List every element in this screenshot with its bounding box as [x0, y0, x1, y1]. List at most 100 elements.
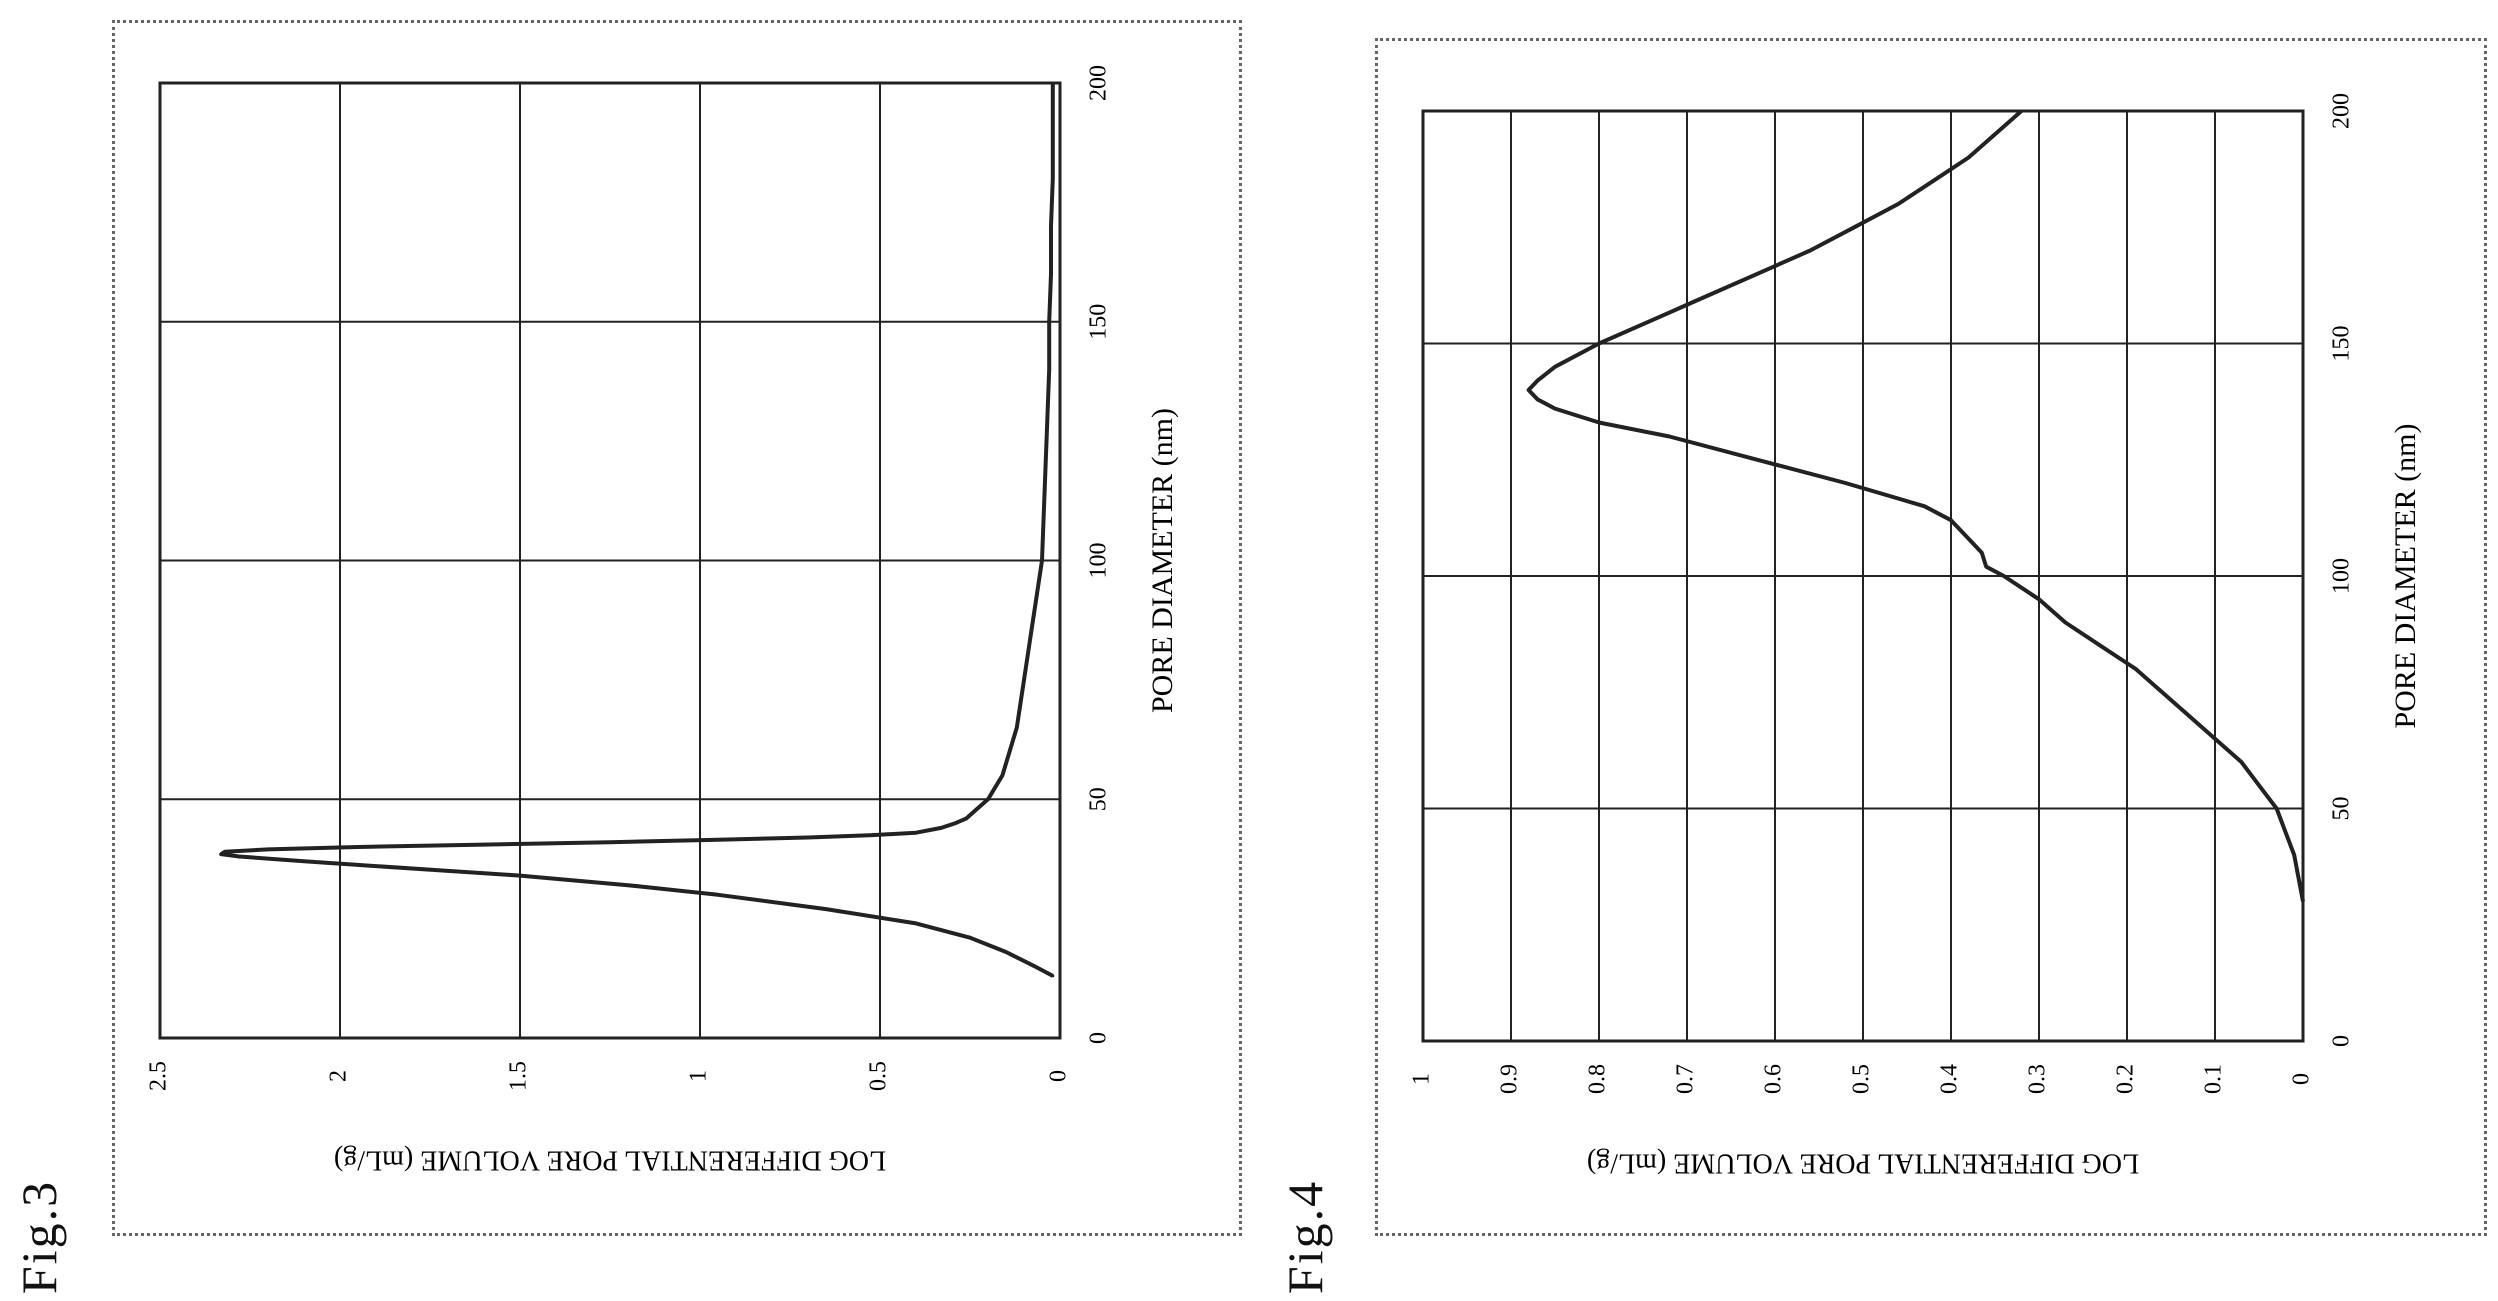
data-point — [2002, 574, 2006, 578]
y-tick-label: 1 — [686, 1070, 712, 1082]
data-point — [806, 836, 810, 839]
data-point — [1667, 435, 1671, 438]
y-tick-label: 0.4 — [1937, 1064, 1963, 1094]
data-point — [1040, 559, 1044, 562]
data-point — [964, 816, 968, 820]
data-point — [1018, 702, 1022, 706]
data-point — [1051, 974, 1055, 978]
data-point — [482, 843, 486, 847]
data-point — [1980, 551, 1984, 555]
data-point — [1755, 272, 1759, 276]
data-point — [1527, 388, 1531, 392]
data-point — [1051, 129, 1055, 133]
y-tick-label: 0.1 — [2201, 1064, 2227, 1094]
data-point — [1535, 379, 1539, 383]
data-point — [1044, 463, 1048, 467]
x-tick-label: 100 — [1086, 543, 1112, 579]
y-tick-label: 1.5 — [506, 1061, 532, 1091]
x-axis-label: PORE DIAMETER (nm) — [1146, 408, 1179, 713]
data-point — [914, 831, 918, 835]
data-point — [302, 859, 306, 863]
data-point — [1755, 458, 1759, 462]
data-point — [1958, 528, 1962, 531]
y-axis-label: LOG DIFFERENTIAL PORE VOLUME (mL/g) — [334, 1145, 886, 1176]
y-tick-label: 2.5 — [146, 1061, 172, 1091]
data-point — [1703, 295, 1707, 299]
y-tick-label: 0.9 — [1497, 1064, 1523, 1094]
data-point — [2187, 714, 2191, 717]
data-point — [975, 807, 979, 811]
fig4-chart: 0 50 100 150 200 0 0.1 0.2 0.3 0.4 0.5 0.6 0.7 0.8 0.9… — [1409, 93, 2422, 1179]
fig4-label: Fig.4 — [1277, 1179, 1334, 1295]
data-point — [968, 936, 972, 940]
data-point — [1896, 202, 1900, 206]
data-point — [2283, 830, 2287, 834]
data-point — [219, 852, 223, 856]
data-point — [1993, 132, 1997, 136]
data-point — [2213, 737, 2217, 741]
y-tick-label: 1 — [1409, 1073, 1435, 1085]
data-point — [2134, 667, 2138, 671]
x-axis-label: PORE DIAMETER (nm) — [2389, 424, 2422, 729]
y-tick-label: 0 — [1046, 1070, 1072, 1082]
data-point — [237, 855, 241, 858]
data-point — [1967, 537, 1971, 541]
data-point — [223, 850, 227, 854]
data-point — [1051, 81, 1055, 85]
series-line — [219, 83, 1055, 978]
data-point — [626, 883, 630, 887]
data-point — [266, 847, 270, 851]
y-tick-label: 0.3 — [2025, 1064, 2051, 1094]
data-point — [2301, 900, 2305, 903]
data-point — [2257, 783, 2261, 787]
data-point — [1047, 368, 1051, 371]
x-tick-label: 0 — [2329, 1035, 2355, 1047]
data-point — [1843, 481, 1847, 485]
data-point — [1022, 678, 1026, 682]
data-point — [1047, 320, 1051, 324]
data-point — [446, 869, 450, 873]
data-point — [1923, 504, 1927, 508]
data-point — [2292, 853, 2296, 857]
data-point — [986, 797, 990, 801]
x-tick-label: 100 — [2329, 558, 2355, 594]
data-point — [608, 840, 612, 844]
data-point — [1808, 249, 1812, 252]
data-point — [2297, 876, 2301, 880]
data-point — [1033, 606, 1037, 610]
x-tick-label: 150 — [2329, 326, 2355, 362]
x-tick-label: 50 — [1086, 787, 1112, 811]
fig3-chart: 0 50 100 150 200 0 0.5 1 1.5 2 2.5 PORE DIAMETER (n… — [146, 65, 1179, 1176]
data-point — [2239, 760, 2243, 764]
y-tick-label: 0.5 — [866, 1061, 892, 1091]
data-point — [1984, 565, 1988, 569]
data-point — [1553, 407, 1557, 411]
data-point — [1045, 415, 1049, 419]
x-tick-label: 200 — [2329, 93, 2355, 129]
data-point — [1051, 177, 1055, 180]
fig4-chart-frame: 0 50 100 150 200 0 0.1 0.2 0.3 0.4 0.5 0.6 0.7 0.8 0.9… — [1375, 38, 2487, 1236]
data-point — [1852, 225, 1856, 229]
data-point — [1650, 318, 1654, 322]
x-tick-label: 50 — [2329, 797, 2355, 821]
data-point — [374, 864, 378, 868]
fig3-label: Fig.3 — [11, 1179, 68, 1295]
data-point — [716, 893, 720, 897]
fig3-chart-frame: 0 50 100 150 200 0 0.5 1 1.5 2 2.5 PORE DIAMETER (n… — [112, 20, 1242, 1236]
data-point — [2099, 644, 2103, 648]
data-point — [1008, 750, 1012, 753]
x-tick-label: 200 — [1086, 65, 1112, 101]
y-tick-label: 0 — [2289, 1073, 2315, 1085]
data-point — [1949, 518, 1953, 522]
data-point — [716, 838, 720, 842]
data-point — [1029, 630, 1033, 634]
data-point — [2037, 597, 2041, 601]
y-axis-label: LOG DIFFERENTIAL PORE VOLUME (mL/g) — [1587, 1148, 2139, 1179]
data-point — [356, 845, 360, 849]
data-point — [1000, 773, 1004, 777]
y-tick-label: 2 — [326, 1070, 352, 1082]
data-point — [1931, 179, 1935, 183]
data-point — [1535, 397, 1539, 401]
y-tick-label: 0.7 — [1673, 1064, 1699, 1094]
data-point — [1597, 421, 1601, 424]
